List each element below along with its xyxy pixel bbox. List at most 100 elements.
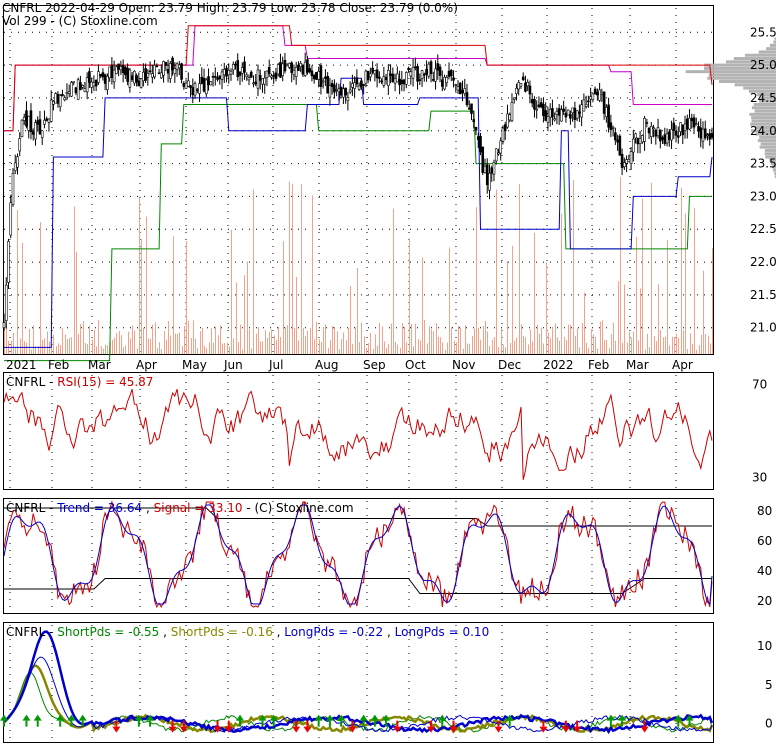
candle-body: [117, 63, 120, 70]
candle-body: [234, 63, 237, 66]
pds-label-sep1: -: [49, 625, 57, 639]
volume-profile-bar: [704, 66, 776, 70]
candle-body: [301, 64, 305, 75]
candle-body: [166, 68, 170, 74]
pds-label-sep3: ,: [277, 625, 285, 639]
candle-body: [191, 87, 195, 96]
candle-body: [697, 125, 700, 132]
trend-upper-envelope: [4, 507, 712, 527]
candle-body: [43, 119, 46, 125]
candle-body: [160, 72, 163, 79]
candle-body: [544, 110, 547, 121]
trend-label-sep1: -: [49, 501, 57, 515]
candle-body: [389, 73, 392, 76]
candle-body: [74, 87, 78, 94]
candle-body: [333, 84, 336, 93]
pds-label-short2: ShortPds = -0.16: [171, 625, 273, 639]
candle-body: [652, 127, 655, 130]
candle-body: [672, 122, 676, 131]
chart-header-volume: Vol 299 - (C) Stoxline.com: [2, 14, 158, 28]
candle-body: [339, 86, 343, 96]
candle-body: [187, 80, 190, 87]
candle-body: [467, 107, 471, 110]
candle-body: [515, 87, 518, 94]
y-tick-label-pds: 0: [765, 717, 773, 731]
candle-body: [710, 133, 714, 138]
candle-body: [79, 82, 82, 91]
candle-body: [503, 124, 507, 132]
candle-body: [607, 104, 610, 128]
candle-body: [189, 85, 192, 88]
trend-label-credit: - (C) Stoxline.com: [246, 501, 353, 515]
candle-body: [420, 70, 424, 79]
candle-body: [676, 135, 680, 138]
candle-body: [483, 165, 487, 173]
y-tick-label-trend: 20: [757, 594, 772, 608]
buy-arrow: [258, 714, 267, 721]
candle-body: [438, 66, 442, 76]
candle-body: [643, 117, 646, 142]
candle-body: [490, 167, 494, 174]
signal-line: [3, 500, 713, 609]
candle-body: [641, 135, 644, 143]
candle-body: [148, 70, 152, 73]
buy-arrow: [505, 714, 514, 721]
candle-body: [292, 69, 296, 76]
candle-body: [670, 129, 673, 141]
candle-body: [247, 77, 251, 81]
x-tick-label: Apr: [672, 358, 693, 372]
candle-body: [380, 80, 383, 83]
volume-profile-bar: [773, 40, 776, 44]
candle-body: [632, 138, 635, 153]
candle-body: [315, 72, 318, 80]
sell-arrow: [494, 726, 503, 733]
candle-body: [681, 124, 685, 136]
trend-label-ticker: CNFRL: [6, 501, 46, 515]
volume-profile-bar: [707, 76, 776, 80]
candle-body: [378, 76, 381, 79]
candle-body: [623, 162, 626, 168]
candle-body: [647, 127, 651, 134]
candle-body: [220, 71, 224, 80]
candle-body: [369, 73, 372, 78]
candle-body: [162, 61, 165, 76]
candle-body: [429, 61, 433, 75]
candle-body: [13, 162, 17, 171]
pds-label-ticker: CNFRL: [6, 625, 46, 639]
candle-body: [240, 67, 244, 74]
candle-body: [351, 83, 354, 88]
volume-profile-bar: [759, 145, 776, 149]
candle-body: [582, 99, 586, 112]
candle-body: [665, 133, 669, 144]
candle-body: [25, 110, 28, 127]
candle-body: [252, 82, 255, 85]
candle-body: [216, 77, 219, 80]
volume-profile-bar: [770, 162, 776, 166]
candle-body: [661, 137, 664, 140]
candle-body: [683, 123, 687, 131]
candle-body: [270, 75, 273, 78]
candle-body: [63, 97, 66, 101]
candle-body: [40, 130, 44, 138]
candle-body: [254, 81, 258, 85]
candle-body: [425, 68, 428, 75]
x-tick-label: Mar: [88, 358, 111, 372]
candle-body: [506, 113, 509, 128]
candle-body: [146, 72, 150, 78]
candle-body: [580, 104, 583, 118]
candle-body: [679, 122, 682, 132]
buy-arrow: [674, 714, 683, 721]
candle-body: [225, 67, 228, 77]
candle-body: [330, 83, 334, 87]
candle-body: [115, 66, 118, 74]
y-tick-label-rsi: 30: [752, 470, 767, 484]
candle-body: [92, 82, 96, 87]
candle-body: [589, 96, 592, 100]
candle-body: [34, 122, 37, 140]
candle-body: [9, 202, 13, 236]
buy-arrow: [236, 714, 244, 721]
candle-body: [106, 76, 109, 91]
candle-body: [458, 82, 462, 95]
candle-body: [470, 103, 473, 114]
candle-body: [598, 89, 601, 101]
